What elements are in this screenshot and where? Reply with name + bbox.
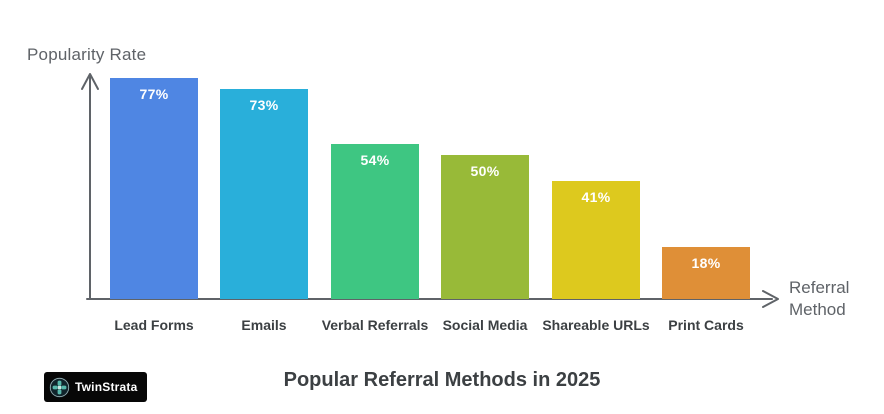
bar-shareable-urls: 41% xyxy=(552,181,640,299)
bar-value-label: 77% xyxy=(139,86,169,102)
y-axis-arrow-icon xyxy=(81,73,99,90)
bar-value-label: 73% xyxy=(249,97,279,113)
bar-category-label: Social Media xyxy=(442,317,528,333)
bar-category-label: Verbal Referrals xyxy=(321,317,429,333)
bar-value-label: 50% xyxy=(470,163,500,179)
brand-name: TwinStrata xyxy=(75,380,138,394)
x-axis-label-line1: Referral xyxy=(789,278,850,297)
y-axis-label: Popularity Rate xyxy=(27,45,147,64)
bar-lead-forms: 77% xyxy=(110,78,198,299)
bar-category-label: Shareable URLs xyxy=(542,317,650,333)
bar-social-media: 50% xyxy=(441,155,529,299)
bar-value-label: 54% xyxy=(360,152,390,168)
bar-emails: 73% xyxy=(220,89,308,299)
x-axis-label: Referral Method xyxy=(789,277,849,321)
x-axis-label-line2: Method xyxy=(789,300,846,319)
brand-logo: TwinStrata xyxy=(44,372,148,402)
bar-category-label: Print Cards xyxy=(668,317,744,333)
bar-value-label: 41% xyxy=(581,189,611,205)
twinstrata-logo-icon xyxy=(49,377,70,397)
bar-verbal-referrals: 54% xyxy=(331,144,419,299)
bar-category-label: Emails xyxy=(241,317,287,333)
x-axis-arrow-icon xyxy=(762,290,779,308)
bar-value-label: 18% xyxy=(691,255,721,271)
bar-print-cards: 18% xyxy=(662,247,750,299)
bar-category-label: Lead Forms xyxy=(114,317,194,333)
chart-title: Popular Referral Methods in 2025 xyxy=(283,369,601,391)
